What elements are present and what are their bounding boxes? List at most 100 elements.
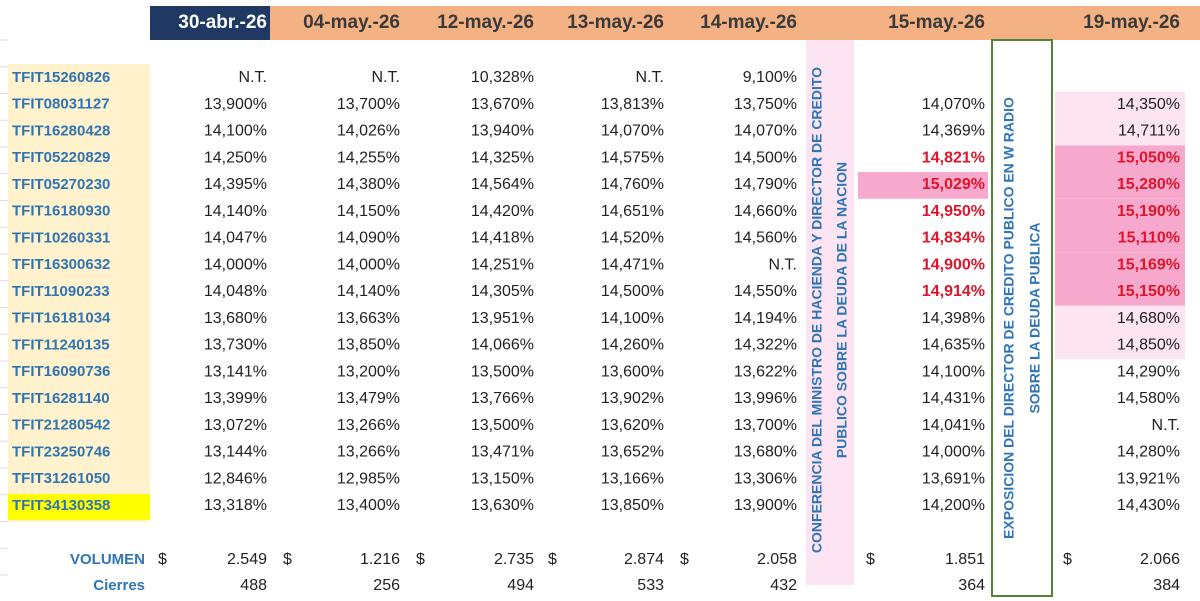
note-text: PUBLICO SOBRE LA DEUDA DE LA NACION — [834, 162, 850, 458]
header-date: 30-abr.-26 — [178, 12, 267, 33]
cell-value: 14,418% — [471, 230, 534, 247]
cell-value: 15,280% — [1117, 176, 1180, 193]
currency: $ — [158, 551, 167, 568]
volume-value: 2.735 — [494, 551, 534, 568]
cell-value: 14,070% — [922, 96, 985, 113]
row-label: TFIT16181034 — [12, 310, 111, 327]
cell-value: 14,100% — [204, 123, 267, 140]
cell-highlight — [1055, 118, 1185, 146]
cell-value: 14,369% — [922, 123, 985, 140]
cell-value: 14,821% — [922, 149, 985, 166]
cell-value: 14,834% — [922, 230, 985, 247]
volume-value: 2.874 — [624, 551, 664, 568]
closes-value: 432 — [770, 577, 797, 594]
cell-value: 13,700% — [734, 417, 797, 434]
cell-value: 14,305% — [471, 283, 534, 300]
cell-value: 14,255% — [337, 149, 400, 166]
cell-value: 13,400% — [337, 497, 400, 514]
cell-highlight — [1055, 145, 1185, 172]
closes-value: 384 — [1153, 577, 1180, 594]
cell-value: 13,620% — [601, 417, 664, 434]
cell-value: 14,000% — [922, 444, 985, 461]
row-label: TFIT16281140 — [12, 390, 110, 407]
cell-value: 13,951% — [471, 310, 534, 327]
cell-value: 13,670% — [471, 96, 534, 113]
closes-value: 488 — [240, 577, 267, 594]
volume-value: 1.851 — [945, 551, 985, 568]
cell-value: 14,395% — [204, 176, 267, 193]
cell-value: 14,760% — [601, 176, 664, 193]
cell-value: 15,190% — [1117, 203, 1180, 220]
cell-value: 13,850% — [601, 497, 664, 514]
cell-value: 14,000% — [204, 256, 267, 273]
row-label: TFIT08031127 — [12, 96, 110, 113]
row-label: TFIT34130358 — [12, 497, 110, 514]
cell-value: 13,700% — [337, 96, 400, 113]
currency: $ — [416, 551, 425, 568]
volume-value: 2.058 — [757, 551, 797, 568]
cell-value: 13,630% — [471, 497, 534, 514]
cell-value: 14,850% — [1117, 337, 1180, 354]
cell-value: 13,141% — [204, 363, 267, 380]
currency: $ — [866, 551, 875, 568]
cell-value: 14,066% — [471, 337, 534, 354]
cell-value: 13,902% — [601, 390, 664, 407]
cell-highlight — [1055, 332, 1185, 360]
cell-value: 13,600% — [601, 363, 664, 380]
header-date: 04-may.-26 — [303, 12, 400, 33]
cell-value: 14,471% — [601, 256, 664, 273]
cell-value: 14,280% — [1117, 444, 1180, 461]
closes-value: 256 — [373, 577, 400, 594]
note-box — [991, 39, 1053, 597]
header-band — [270, 6, 1200, 40]
row-label: TFIT21280542 — [12, 417, 110, 434]
cell-value: 14,950% — [922, 203, 985, 220]
cell-value: 13,900% — [734, 497, 797, 514]
header-date: 12-may.-26 — [437, 12, 534, 33]
currency: $ — [548, 551, 557, 568]
cell-value: 9,100% — [743, 69, 797, 86]
cell-value: 14,100% — [922, 363, 985, 380]
row-label: Cierres — [93, 577, 145, 594]
row-label: TFIT10260331 — [12, 229, 110, 246]
cell-value: 13,200% — [337, 363, 400, 380]
cell-value: 14,194% — [734, 310, 797, 327]
cell-value: 13,680% — [204, 310, 267, 327]
cell-value: 13,500% — [471, 417, 534, 434]
cell-value: 14,047% — [204, 230, 267, 247]
volume-value: 1.216 — [360, 551, 400, 568]
cell-value: 14,090% — [337, 230, 400, 247]
cell-value: 15,110% — [1118, 230, 1180, 247]
cell-value: 14,290% — [1117, 363, 1180, 380]
cell-value: 14,520% — [601, 230, 664, 247]
cell-value: 14,398% — [922, 310, 985, 327]
cell-value: 13,730% — [204, 337, 267, 354]
cell-value: 14,140% — [204, 203, 267, 220]
label-band — [8, 64, 150, 522]
cell-value: 13,471% — [471, 444, 534, 461]
row-label: TFIT11090233 — [12, 283, 110, 300]
cell-value: 15,150% — [1117, 283, 1180, 300]
cell-value: 13,072% — [204, 417, 267, 434]
cell-highlight — [858, 172, 988, 199]
cell-value: 14,048% — [204, 283, 267, 300]
row-label: TFIT16300632 — [12, 256, 110, 273]
cell-value: 14,500% — [601, 283, 664, 300]
cell-value: 14,660% — [734, 203, 797, 220]
cell-value: N.T. — [1152, 417, 1180, 434]
cell-highlight — [1055, 305, 1185, 333]
cell-value: 12,985% — [337, 470, 400, 487]
label-highlight — [8, 494, 150, 520]
cell-value: 14,070% — [601, 123, 664, 140]
header-date: 15-may.-26 — [888, 12, 985, 33]
cell-value: 13,813% — [601, 96, 664, 113]
cell-value: 13,318% — [204, 497, 267, 514]
row-label: TFIT05270230 — [12, 176, 110, 193]
cell-value: 14,651% — [601, 203, 664, 220]
cell-highlight — [1055, 172, 1185, 199]
note-text: SOBRE LA DEUDA PUBLICA — [1027, 222, 1043, 413]
cell-value: 13,900% — [204, 96, 267, 113]
row-label: TFIT23250746 — [12, 443, 110, 460]
cell-value: 14,635% — [922, 337, 985, 354]
